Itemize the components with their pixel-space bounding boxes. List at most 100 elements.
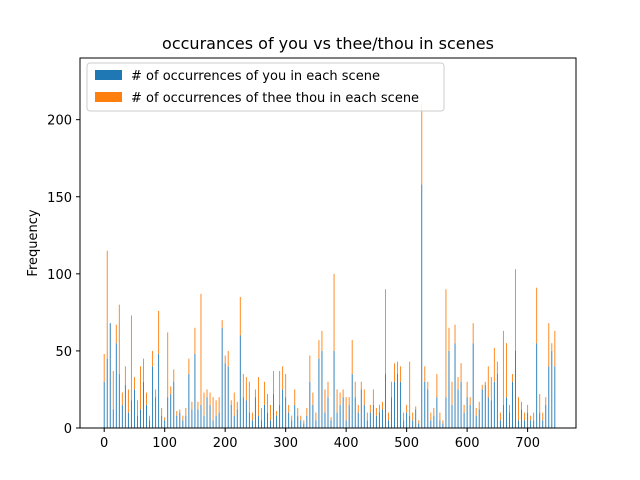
y-axis-label: Frequency: [26, 209, 41, 276]
bar-thee-thou: [372, 389, 374, 405]
bar-thee-thou: [521, 401, 523, 410]
bar-you: [300, 420, 302, 428]
bar-thee-thou: [448, 327, 450, 351]
bar-you: [442, 423, 444, 428]
bar-you: [318, 358, 320, 428]
bar-thee-thou: [215, 400, 217, 416]
bar-thee-thou: [254, 389, 256, 398]
bar-you: [233, 415, 235, 428]
bar-you: [378, 412, 380, 428]
bar-thee-thou: [339, 392, 341, 405]
bar-you: [499, 420, 501, 428]
bar-you: [487, 397, 489, 428]
bar-thee-thou: [391, 381, 392, 398]
bar-you: [324, 412, 326, 428]
bar-thee-thou: [279, 370, 281, 405]
bar-thee-thou: [475, 407, 477, 416]
bar-you: [254, 397, 256, 428]
bar-thee-thou: [176, 411, 178, 416]
bar-thee-thou: [505, 343, 507, 398]
bar-you: [306, 415, 308, 428]
bar-thee-thou: [442, 420, 444, 424]
bar-you: [493, 381, 495, 428]
bar-thee-thou: [164, 417, 166, 421]
bar-thee-thou: [385, 289, 386, 375]
bar-you: [454, 343, 456, 428]
bar-thee-thou: [469, 397, 471, 405]
bar-thee-thou: [300, 415, 302, 421]
bar-thee-thou: [112, 370, 114, 410]
bar-you: [551, 350, 553, 428]
bar-thee-thou: [197, 401, 199, 410]
bar-you: [273, 394, 275, 428]
bar-thee-thou: [460, 363, 462, 382]
bar-thee-thou: [242, 374, 244, 398]
bar-thee-thou: [484, 381, 486, 385]
bar-you: [439, 420, 441, 428]
bar-thee-thou: [306, 407, 308, 416]
bar-you: [279, 404, 281, 428]
bar-you: [342, 397, 344, 428]
bar-you: [505, 397, 507, 428]
bar-thee-thou: [509, 404, 510, 413]
bar-you: [388, 420, 389, 428]
bar-you: [515, 350, 516, 428]
bar-you: [391, 397, 392, 428]
bar-you: [224, 363, 226, 428]
bar-you: [170, 394, 172, 428]
bar-thee-thou: [530, 415, 532, 421]
legend-swatch-you: [95, 70, 122, 80]
bar-you: [167, 397, 169, 428]
bar-thee-thou: [294, 389, 296, 405]
bar-thee-thou: [502, 330, 504, 405]
bar-thee-thou: [336, 389, 338, 413]
bar-you: [372, 404, 374, 428]
bar-thee-thou: [170, 386, 172, 395]
bar-you: [409, 415, 411, 428]
bar-you: [490, 400, 492, 428]
bar-you: [521, 409, 523, 428]
bar-thee-thou: [548, 323, 550, 367]
bar-you: [115, 343, 117, 428]
bar-thee-thou: [143, 358, 144, 382]
bar-thee-thou: [457, 377, 459, 390]
bar-thee-thou: [227, 350, 229, 367]
bar-thee-thou: [433, 407, 435, 416]
bar-you: [330, 420, 332, 428]
bar-you: [206, 397, 208, 428]
bar-thee-thou: [321, 330, 323, 351]
bar-you: [327, 397, 329, 428]
bar-thee-thou: [551, 343, 553, 351]
bar-you: [285, 397, 287, 428]
bar-you: [227, 366, 229, 428]
y-axis: 0 50 100 150 200: [47, 114, 80, 437]
bar-thee-thou: [354, 381, 356, 398]
bar-thee-thou: [348, 397, 350, 405]
bar-thee-thou: [209, 392, 211, 405]
bar-thee-thou: [261, 407, 262, 421]
bar-you: [288, 412, 290, 428]
bar-you: [403, 420, 405, 428]
bar-you: [360, 389, 362, 428]
bar-you: [351, 374, 353, 428]
bar-thee-thou: [487, 366, 489, 398]
bar-thee-thou: [400, 366, 402, 382]
bar-thee-thou: [381, 401, 383, 410]
bar-you: [194, 354, 196, 428]
bar-you: [282, 389, 284, 428]
bar-you: [221, 327, 223, 428]
bar-thee-thou: [378, 404, 380, 413]
bar-you: [130, 400, 132, 428]
bar-thee-thou: [421, 104, 423, 185]
bar-you: [539, 412, 541, 428]
bar-thee-thou: [388, 412, 389, 421]
bar-you: [112, 409, 114, 428]
bar-you: [545, 404, 547, 428]
bar-thee-thou: [312, 392, 314, 405]
bar-you: [415, 409, 417, 428]
bar-thee-thou: [127, 389, 129, 413]
bar-you: [152, 366, 154, 428]
bar-you: [542, 420, 544, 428]
bar-you: [457, 389, 459, 428]
bar-you: [524, 420, 526, 428]
